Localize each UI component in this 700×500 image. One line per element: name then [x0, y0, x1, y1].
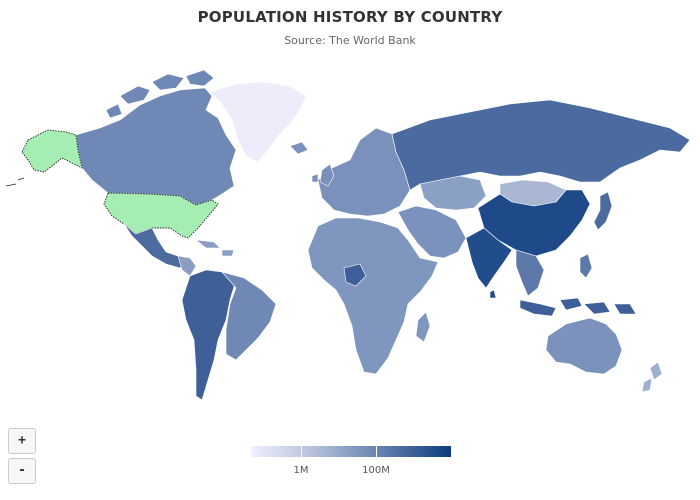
- region-uk[interactable]: [311, 163, 335, 187]
- region-greenland[interactable]: [209, 81, 307, 163]
- chart-title: POPULATION HISTORY BY COUNTRY: [197, 8, 503, 26]
- zoom-in-button[interactable]: +: [8, 428, 36, 454]
- region-madagascar[interactable]: [415, 311, 431, 343]
- region-iceland[interactable]: [289, 141, 309, 155]
- region-canada[interactable]: [75, 87, 237, 206]
- region-aleutians[interactable]: [5, 177, 25, 187]
- region-russia[interactable]: [391, 99, 691, 191]
- zoom-out-button[interactable]: -: [8, 458, 36, 484]
- region-united-states[interactable]: [103, 192, 219, 239]
- region-china[interactable]: [477, 189, 591, 257]
- region-canada-islands[interactable]: [105, 69, 215, 119]
- region-africa[interactable]: [307, 217, 439, 375]
- region-southeast-asia[interactable]: [515, 249, 545, 297]
- region-papua[interactable]: [613, 303, 637, 315]
- region-kazakhstan[interactable]: [419, 175, 487, 211]
- legend-label-100m: 100M: [362, 465, 390, 476]
- region-alaska[interactable]: [21, 129, 83, 173]
- region-indonesia[interactable]: [519, 297, 611, 317]
- region-central-america[interactable]: [177, 239, 235, 277]
- color-scale-bar: [251, 446, 451, 457]
- region-japan[interactable]: [593, 191, 613, 231]
- region-india[interactable]: [465, 227, 513, 289]
- legend-label-1m: 1M: [293, 465, 309, 476]
- legend-tick-100m: [376, 446, 377, 457]
- region-australia[interactable]: [545, 317, 623, 375]
- region-brazil[interactable]: [221, 271, 277, 361]
- region-philippines[interactable]: [579, 253, 593, 279]
- region-middle-east[interactable]: [397, 205, 467, 259]
- region-sri-lanka[interactable]: [489, 289, 497, 299]
- chart-subtitle: Source: The World Bank: [284, 34, 416, 47]
- legend-tick-1m: [301, 446, 302, 457]
- region-new-zealand[interactable]: [641, 361, 663, 393]
- region-nigeria[interactable]: [343, 263, 367, 287]
